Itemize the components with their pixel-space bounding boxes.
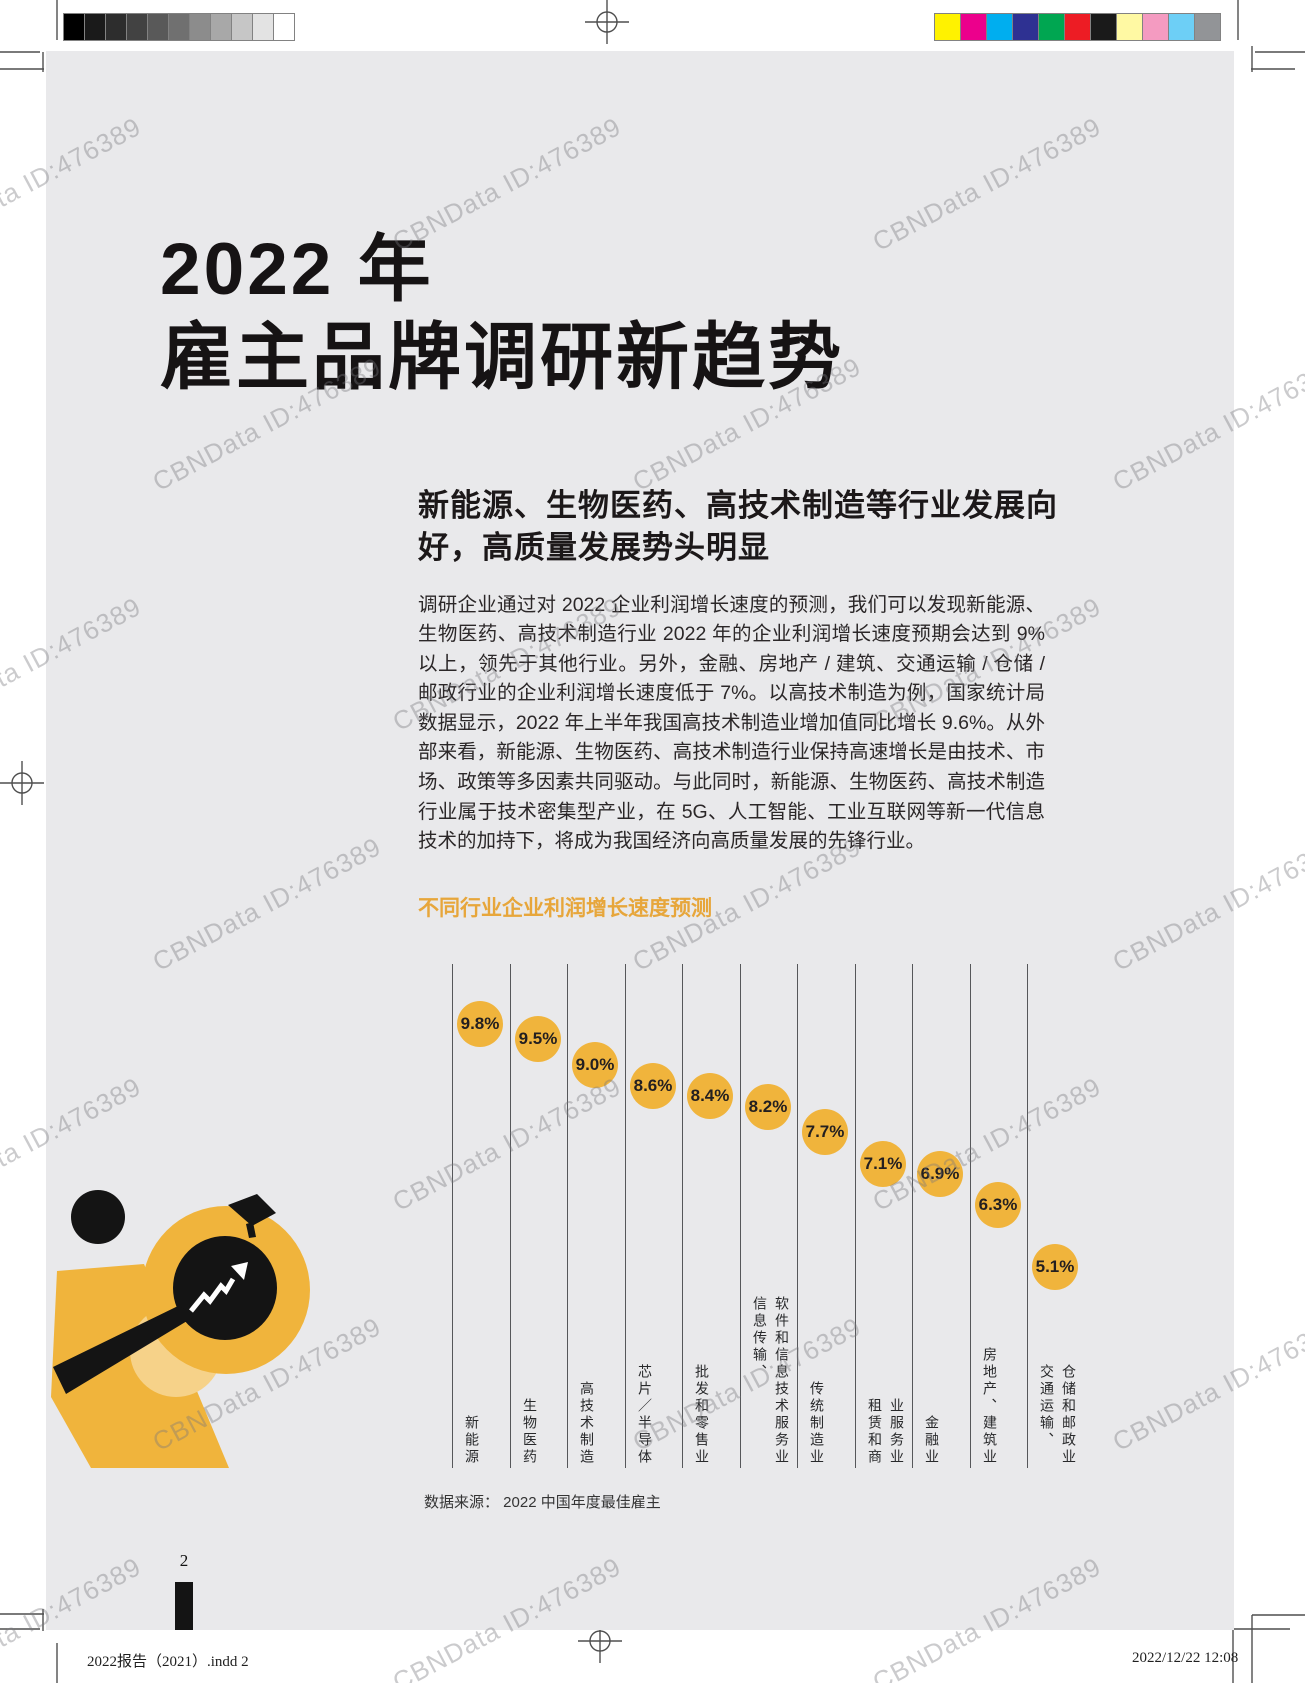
chart-value-dot: 6.9% xyxy=(917,1150,963,1197)
chart-category-line xyxy=(970,964,971,1468)
chart-category-label: 新能源 xyxy=(464,1415,480,1466)
calibration-swatch xyxy=(273,13,295,41)
calibration-swatch xyxy=(126,13,148,41)
data-source: 数据来源： 2022 中国年度最佳雇主 xyxy=(424,1494,661,1511)
calibration-swatch xyxy=(1038,13,1065,41)
calibration-swatch xyxy=(960,13,987,41)
chart-category-line xyxy=(855,964,856,1468)
calibration-swatch xyxy=(105,13,127,41)
chart-category-label: 租赁和商 业服务业 xyxy=(867,1398,905,1466)
registration-mark-top xyxy=(585,0,629,44)
chart-value-dot: 7.1% xyxy=(860,1140,906,1187)
chart-category-label: 房地产、建筑业 xyxy=(982,1347,998,1466)
person-head xyxy=(71,1190,125,1244)
chart-value-dot: 7.7% xyxy=(802,1109,848,1156)
chart-category-label: 交通运输、 仓储和邮政业 xyxy=(1039,1364,1077,1466)
chart-category-line xyxy=(682,964,683,1468)
chart-value-dot: 8.4% xyxy=(687,1073,733,1120)
chart-category-line xyxy=(625,964,626,1468)
chart-category-label: 芯片／半导体 xyxy=(637,1364,653,1466)
magnifier-handle xyxy=(53,1306,197,1394)
profit-growth-chart: 9.8% 新能源 9.5% 生物医药 9.0% 高技术制造 8.6% 芯片／半导体 8.4% 批发… xyxy=(452,964,1092,1468)
calibration-swatch xyxy=(1142,13,1169,41)
chart-value-dot: 8.6% xyxy=(630,1062,676,1109)
calibration-swatch xyxy=(189,13,211,41)
flag-stem xyxy=(246,1222,256,1238)
chart-category-line xyxy=(452,964,453,1468)
calibration-swatch xyxy=(1168,13,1195,41)
calibration-swatch xyxy=(252,13,274,41)
calibration-swatch xyxy=(986,13,1013,41)
calibration-swatch xyxy=(168,13,190,41)
calibration-swatch xyxy=(934,13,961,41)
calibration-swatch xyxy=(1194,13,1221,41)
page-number-bar xyxy=(175,1582,193,1630)
growth-arrow-head xyxy=(231,1262,248,1280)
chart-category-line xyxy=(1027,964,1028,1468)
chart-category-line xyxy=(912,964,913,1468)
calibration-swatch xyxy=(1116,13,1143,41)
chart-category-label: 传统制造业 xyxy=(809,1381,825,1466)
calibration-swatch xyxy=(1012,13,1039,41)
footer-timestamp: 2022/12/22 12:08 xyxy=(1132,1650,1239,1666)
page-number: 2 xyxy=(179,1551,189,1570)
chart-title: 不同行业企业利润增长速度预测 xyxy=(418,897,712,920)
chart-category-line xyxy=(567,964,568,1468)
chart-category-label: 批发和零售业 xyxy=(694,1364,710,1466)
grayscale-calibration-bar xyxy=(63,13,295,41)
chart-value-dot: 8.2% xyxy=(745,1083,791,1130)
chart-category-label: 信息传输、 软件和信息技术服务业 xyxy=(752,1296,790,1466)
calibration-swatch xyxy=(210,13,232,41)
chart-category-label: 金融业 xyxy=(924,1415,940,1466)
calibration-swatch xyxy=(63,13,85,41)
chart-category-line xyxy=(740,964,741,1468)
calibration-swatch xyxy=(147,13,169,41)
footer-filename: 2022报告（2021）.indd 2 xyxy=(87,1654,249,1670)
color-calibration-bar xyxy=(934,13,1221,41)
calibration-swatch xyxy=(1064,13,1091,41)
section-heading: 新能源、生物医药、高技术制造等行业发展向好，高质量发展势头明显 xyxy=(418,487,1058,565)
magnifier-person-illustration xyxy=(51,1190,310,1468)
registration-mark-left xyxy=(0,761,44,805)
chart-category-label: 高技术制造 xyxy=(579,1381,595,1466)
page-title: 2022 年 雇主品牌调研新趋势 xyxy=(160,228,844,398)
calibration-swatch xyxy=(231,13,253,41)
flag-shape xyxy=(228,1194,276,1226)
chart-value-dot: 6.3% xyxy=(975,1181,1021,1228)
growth-zigzag-arrow xyxy=(189,1277,236,1313)
chart-category-label: 生物医药 xyxy=(522,1398,538,1466)
body-paragraph: 调研企业通过对 2022 企业利润增长速度的预测，我们可以发现新能源、生物医药、… xyxy=(418,593,1045,853)
chart-value-dot: 5.1% xyxy=(1032,1244,1078,1291)
report-page: 2022 年 雇主品牌调研新趋势 新能源、生物医药、高技术制造等行业发展向好，高… xyxy=(46,51,1234,1630)
chart-value-dot: 9.8% xyxy=(457,1000,503,1047)
chart-value-dot: 9.0% xyxy=(572,1042,618,1089)
calibration-swatch xyxy=(84,13,106,41)
chart-category-line xyxy=(510,964,511,1468)
calibration-swatch xyxy=(1090,13,1117,41)
chart-value-dot: 9.5% xyxy=(515,1016,561,1063)
chart-category-line xyxy=(797,964,798,1468)
